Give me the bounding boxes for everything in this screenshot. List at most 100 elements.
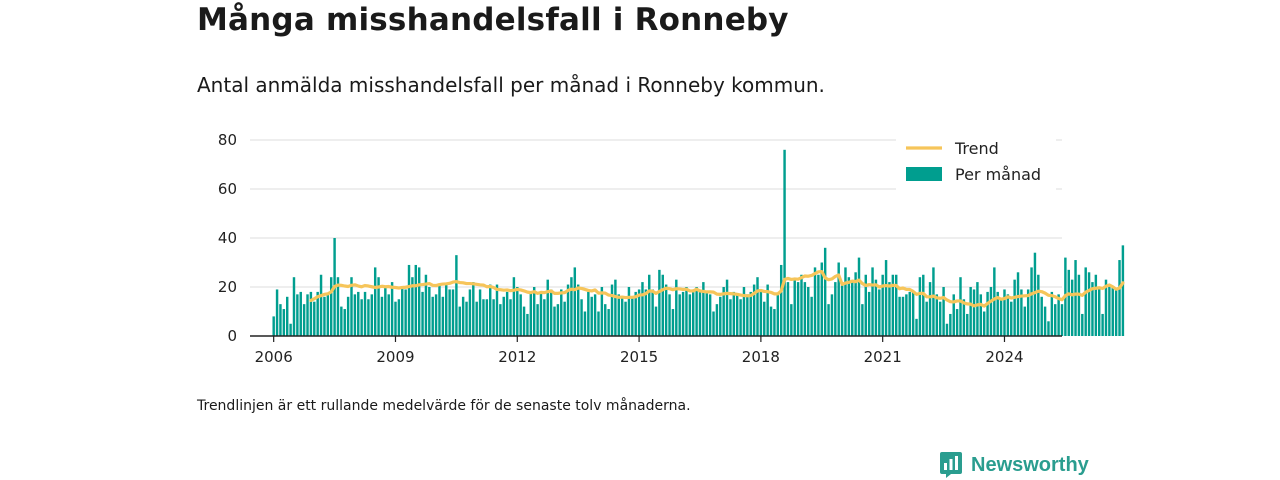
bar	[580, 299, 583, 336]
bar	[840, 284, 844, 336]
bar	[959, 277, 962, 336]
bar	[854, 272, 857, 336]
bar	[891, 274, 895, 336]
brand: Newsworthy	[939, 450, 1089, 480]
bar	[810, 296, 813, 336]
bar	[668, 294, 671, 336]
x-tick-label: 2024	[985, 348, 1023, 366]
bar	[945, 323, 949, 336]
bar	[783, 149, 786, 336]
bar	[1040, 296, 1043, 336]
bar	[915, 318, 918, 336]
legend: Trend Per månad	[896, 136, 1056, 198]
bar	[566, 284, 570, 336]
bar	[1104, 279, 1108, 336]
bar	[1043, 306, 1047, 336]
bar	[735, 294, 739, 336]
bar	[681, 291, 685, 336]
bar	[1050, 291, 1054, 336]
bar	[895, 274, 898, 336]
bar	[411, 277, 414, 336]
bar	[489, 284, 492, 336]
bar	[776, 294, 780, 336]
bar	[1060, 304, 1064, 336]
bar	[526, 313, 529, 336]
bar	[712, 311, 715, 336]
bar	[367, 299, 370, 336]
bar	[323, 296, 326, 336]
bar	[597, 311, 600, 336]
bar	[942, 287, 945, 336]
bar	[302, 304, 306, 336]
bar	[343, 309, 346, 336]
bar	[1030, 267, 1033, 336]
bar	[1054, 304, 1057, 336]
bar	[560, 289, 563, 336]
bar	[279, 304, 282, 336]
bar	[864, 274, 867, 336]
bar	[732, 291, 736, 336]
bar	[1108, 284, 1111, 336]
bar	[536, 304, 539, 336]
bar	[1118, 260, 1121, 336]
bar	[928, 282, 932, 336]
bar	[955, 309, 959, 336]
bar	[867, 291, 871, 336]
bar	[553, 306, 556, 336]
bar	[573, 267, 577, 336]
bar	[607, 309, 610, 336]
bar	[773, 309, 776, 336]
bar	[935, 294, 939, 336]
bar	[641, 282, 644, 336]
bars-series	[272, 149, 1125, 336]
bar	[370, 294, 374, 336]
bar	[1114, 289, 1118, 336]
bar	[1037, 274, 1040, 336]
bar	[698, 289, 702, 336]
bar	[451, 289, 455, 336]
chart-subtitle: Antal anmälda misshandelsfall per månad …	[197, 73, 825, 97]
bar	[1111, 287, 1114, 336]
bar	[329, 277, 333, 336]
bar	[529, 291, 533, 336]
bar	[627, 287, 631, 336]
bar	[502, 296, 505, 336]
bar	[434, 294, 438, 336]
bar	[671, 309, 675, 336]
bar	[299, 291, 302, 336]
bar	[796, 282, 800, 336]
bar	[1091, 282, 1094, 336]
bar	[702, 282, 705, 336]
bar	[326, 294, 330, 336]
bar	[404, 289, 407, 336]
bar	[414, 264, 418, 336]
bar	[800, 274, 803, 336]
bar	[614, 279, 617, 336]
bar	[989, 287, 993, 336]
bar	[495, 284, 499, 336]
bar	[1006, 294, 1010, 336]
bar	[556, 304, 560, 336]
bar	[1023, 306, 1027, 336]
bar	[441, 296, 445, 336]
bar	[844, 267, 847, 336]
bar	[617, 294, 621, 336]
bar	[1087, 272, 1091, 336]
bar	[576, 284, 580, 336]
bar	[932, 267, 935, 336]
bar	[837, 262, 840, 336]
bar	[522, 306, 526, 336]
bar	[363, 291, 367, 336]
bar	[678, 294, 681, 336]
trend-line	[309, 269, 1125, 308]
bar	[739, 299, 742, 336]
bar	[1070, 279, 1074, 336]
bar	[417, 267, 421, 336]
bar	[282, 309, 286, 336]
bar	[360, 299, 363, 336]
bar	[472, 282, 475, 336]
bar	[1047, 321, 1050, 336]
bar	[1121, 245, 1125, 336]
bar	[516, 287, 519, 336]
bar	[847, 277, 851, 336]
